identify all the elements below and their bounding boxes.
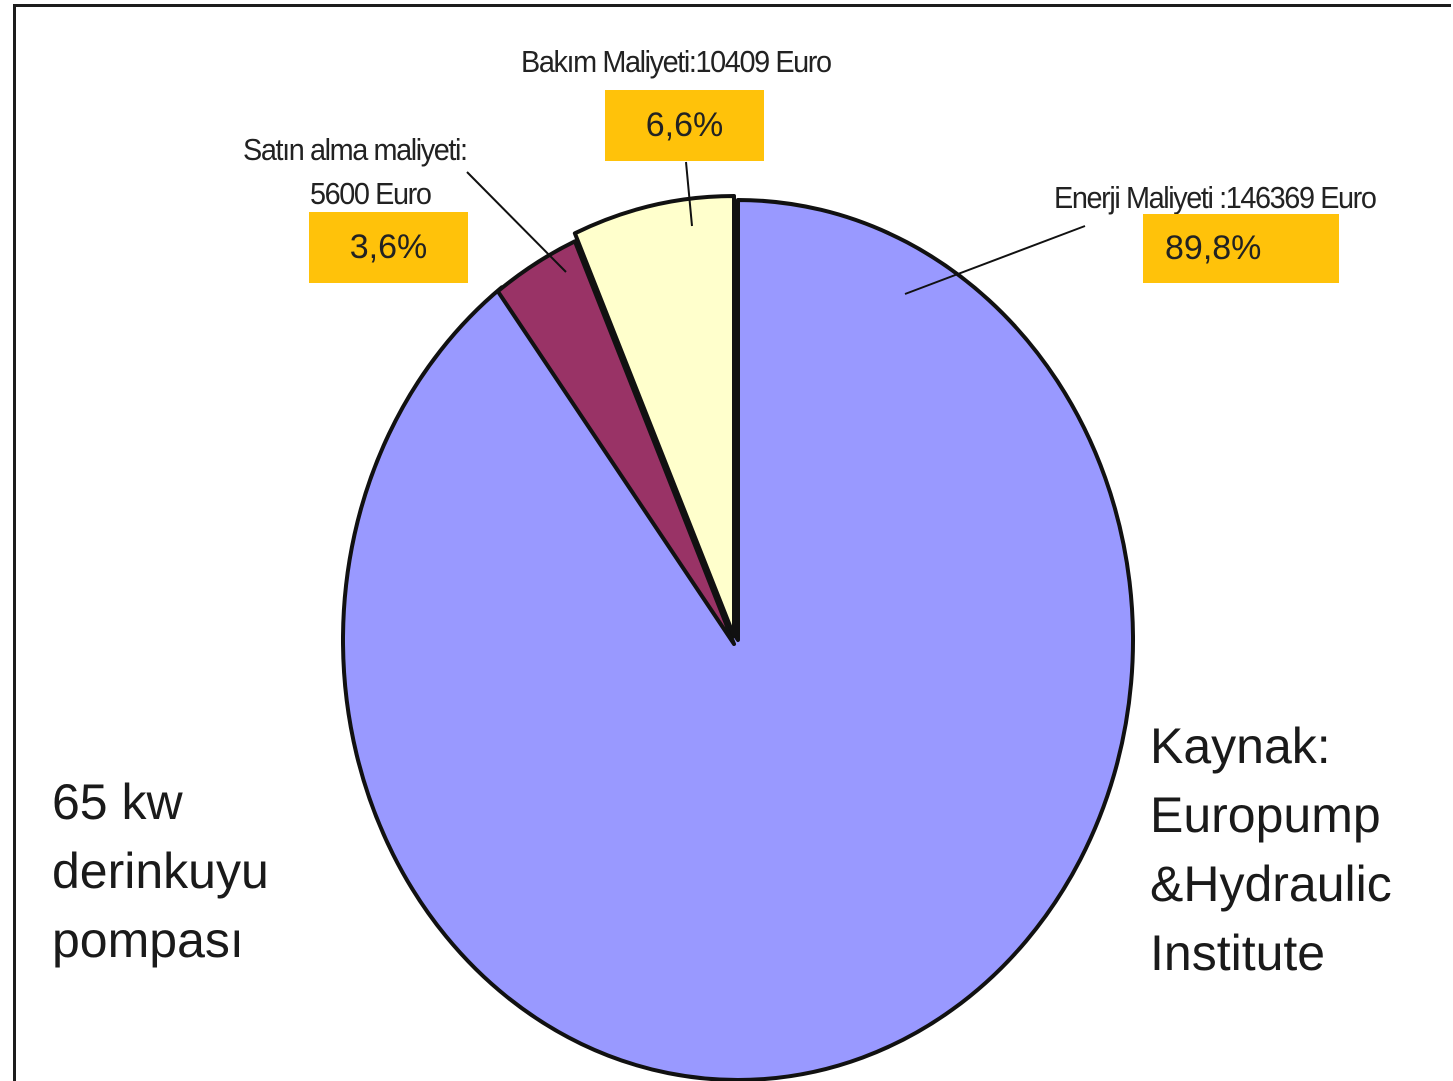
slice-percent-energy: 89,8%: [1143, 214, 1339, 283]
slice-percent-maintenance: 6,6%: [605, 90, 764, 161]
pie-slice-maintenance: [572, 194, 736, 638]
pump-note-line1: 65 kw: [52, 774, 183, 830]
source-note: Kaynak: Europump &Hydraulic Institute: [1150, 712, 1392, 988]
pie-slice-purchase: [495, 239, 736, 646]
source-note-line1: Kaynak:: [1150, 718, 1331, 774]
slice-label-maintenance: Bakım Maliyeti:10409 Euro: [521, 44, 832, 79]
slice-label-purchase-line1: Satın alma maliyeti:: [243, 132, 468, 167]
source-note-line3: &Hydraulic: [1150, 856, 1392, 912]
leader-line-energy: [904, 225, 1086, 295]
slice-percent-purchase: 3,6%: [309, 212, 468, 283]
source-note-line4: Institute: [1150, 925, 1326, 981]
pump-note-line2: derinkuyu: [52, 843, 269, 899]
leader-line-maintenance: [685, 161, 693, 227]
leader-line-purchase: [466, 171, 567, 273]
pump-note: 65 kw derinkuyu pompası: [52, 768, 269, 975]
slice-label-energy: Enerji Maliyeti :146369 Euro: [1054, 180, 1377, 215]
source-note-line2: Europump: [1150, 787, 1381, 843]
slice-label-purchase-line2: 5600 Euro: [310, 176, 432, 211]
pie-slice-energy: [341, 198, 1135, 1081]
pump-note-line3: pompası: [52, 912, 244, 968]
